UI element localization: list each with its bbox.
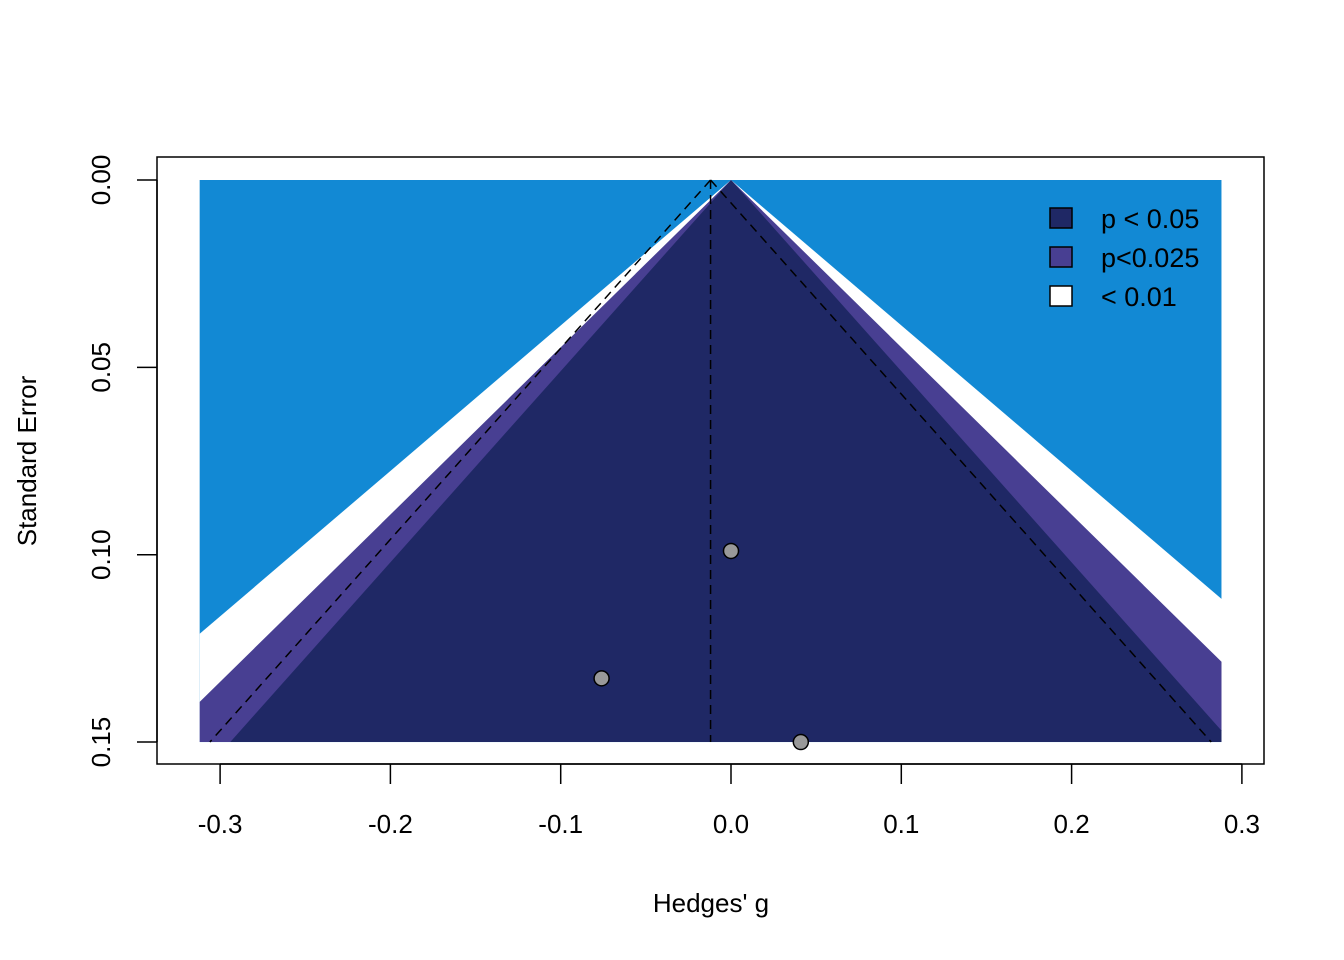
x-axis: -0.3 -0.2 -0.1 0.0 0.1 0.2 0.3 [198,763,1260,839]
study-point-3 [792,733,810,751]
funnel-line-right [710,179,1212,743]
study-points [593,542,810,751]
x-tick-label: 0.3 [1224,809,1260,839]
y-tick-label: 0.10 [86,529,116,580]
x-tick-label: -0.1 [538,809,583,839]
y-tick-label: 0.05 [86,342,116,393]
legend-swatch [1049,285,1073,307]
x-axis-label: Hedges' g [653,888,769,918]
legend-label: p < 0.05 [1101,204,1199,234]
x-tick-label: -0.3 [198,809,243,839]
x-tick-label: 0.2 [1054,809,1090,839]
y-axis-label: Standard Error [12,375,42,546]
legend-swatch [1049,246,1073,268]
legend: p < 0.05 p<0.025 < 0.01 [1049,204,1199,312]
legend-label: < 0.01 [1101,282,1177,312]
y-tick-label: 0.15 [86,717,116,768]
x-tick-label: 0.0 [713,809,749,839]
y-tick-label: 0.00 [86,155,116,206]
legend-label: p<0.025 [1101,243,1199,273]
funnel-guide-lines [209,179,1212,743]
x-tick-label: 0.1 [883,809,919,839]
study-point-1 [722,542,740,560]
funnel-line-left [209,179,712,743]
y-axis: 0.00 0.05 0.10 0.15 [86,155,158,768]
x-tick-label: -0.2 [368,809,413,839]
region-contour-3 [230,180,1222,742]
legend-swatch [1049,207,1073,229]
study-point-2 [593,670,610,687]
